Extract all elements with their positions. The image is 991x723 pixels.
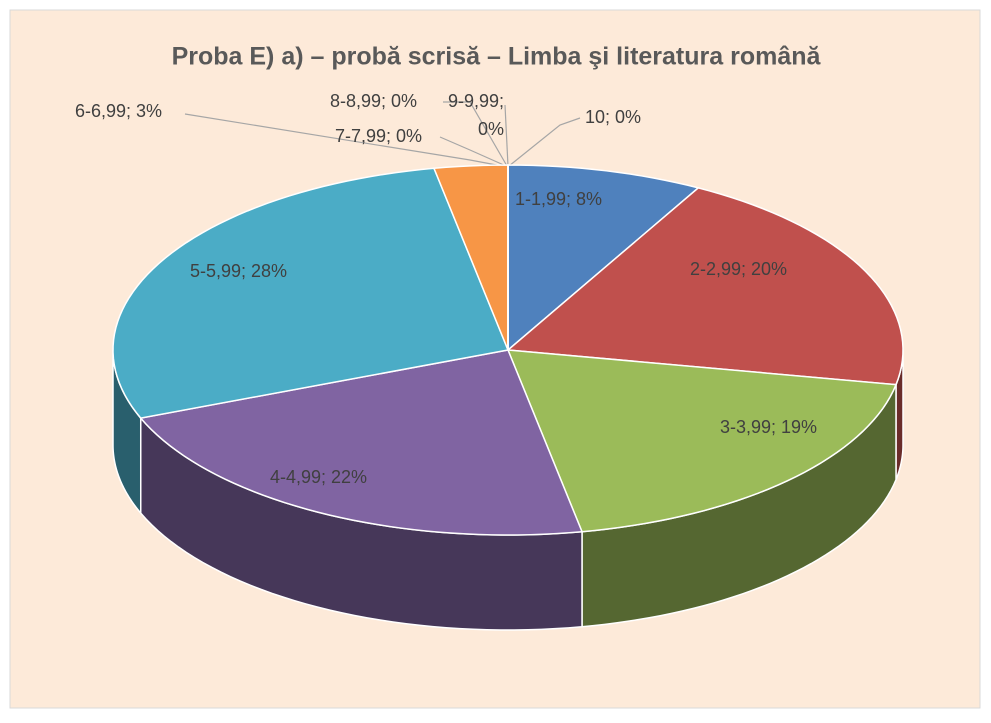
data-label: 5-5,99; 28% — [190, 261, 287, 281]
data-label: 10; 0% — [585, 107, 641, 127]
data-label: 1-1,99; 8% — [515, 189, 602, 209]
data-label: 4-4,99; 22% — [270, 467, 367, 487]
pie-slice — [506, 349, 898, 533]
label-line: 9-9,99; — [448, 91, 504, 111]
pie-slice — [432, 164, 509, 351]
chart-title: Proba E) a) – probă scrisă – Limba şi li… — [172, 43, 822, 71]
pie-slice — [507, 164, 700, 352]
leader-line — [508, 117, 581, 167]
data-label: 8-8,99; 0% — [330, 91, 417, 111]
leader-line — [504, 104, 509, 167]
data-label: 3-3,99; 19% — [720, 417, 817, 437]
pie-slice — [139, 349, 584, 536]
pie-slice — [506, 187, 904, 386]
pie-slice — [112, 167, 510, 419]
leader-line — [184, 113, 503, 167]
data-label: 7-7,99; 0% — [335, 126, 422, 146]
leader-lines — [184, 101, 581, 167]
leader-line — [443, 101, 508, 167]
data-label: 9-9,99; 0% — [448, 91, 504, 139]
data-label: 2-2,99; 20% — [690, 259, 787, 279]
label-line: 0% — [478, 119, 504, 139]
data-label: 6-6,99; 3% — [75, 101, 162, 121]
leader-line — [439, 136, 507, 167]
